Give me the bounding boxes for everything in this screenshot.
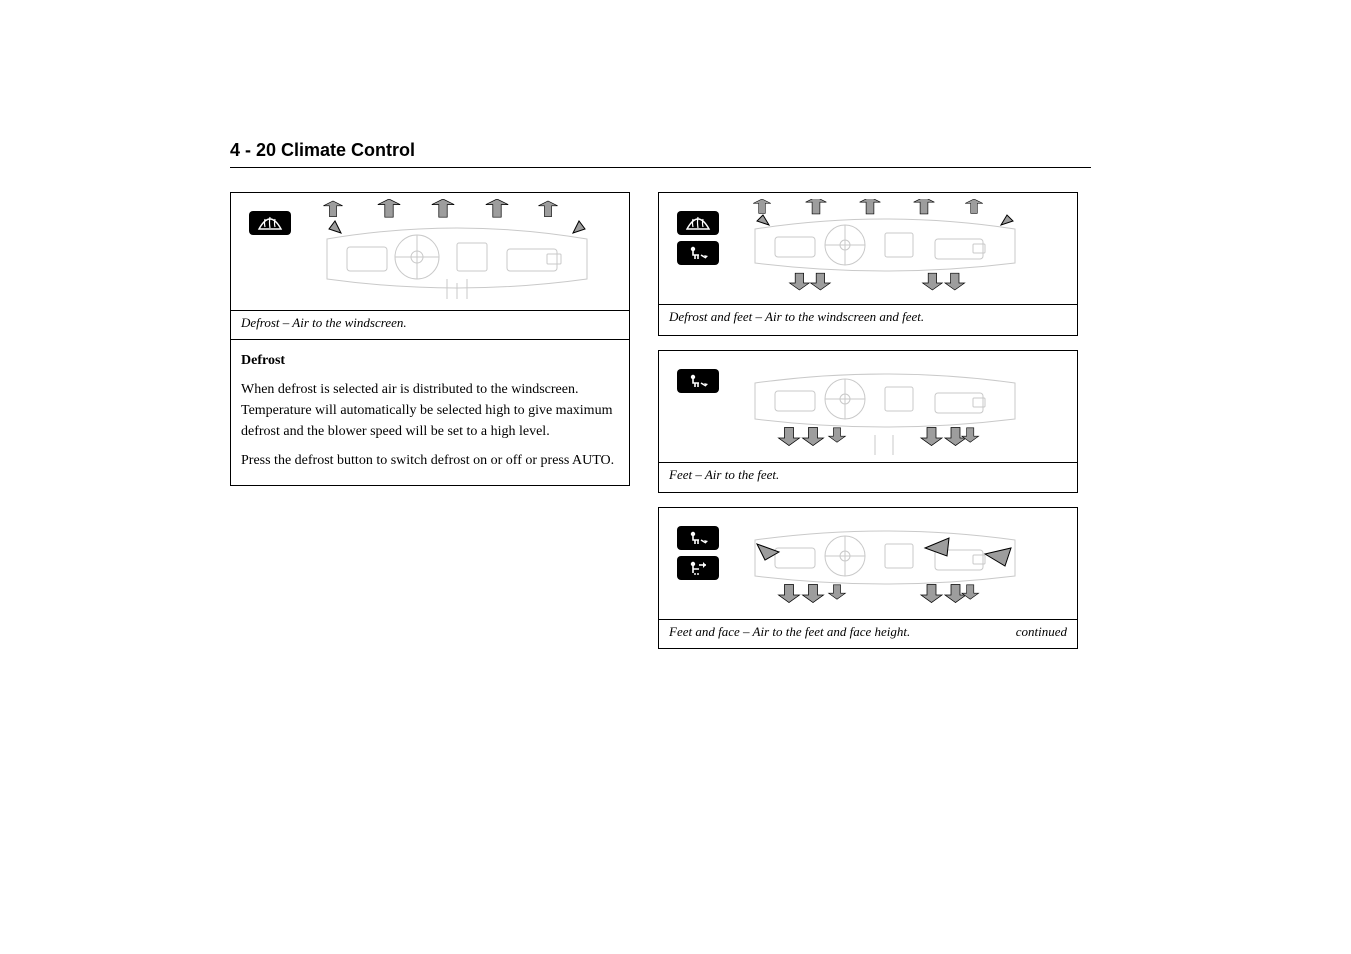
dashboard-illustration [735, 199, 1035, 303]
panel-feet-face-caption-wrap: Feet and face – Air to the feet and face… [659, 620, 1077, 648]
defrost-body-title: Defrost [241, 353, 285, 368]
panel-defrost-feet-image [659, 193, 1077, 305]
dashboard-illustration [735, 514, 1035, 618]
panel-defrost-feet-caption-wrap: Defrost and feet – Air to the windscreen… [659, 305, 1077, 335]
continued-label: continued [1016, 624, 1067, 640]
panel-feet-face-caption: Feet and face – Air to the feet and face… [669, 624, 910, 640]
defrost-body-p2: Press the defrost button to switch defro… [241, 450, 619, 471]
manual-page: 4 - 20 Climate Control [0, 0, 1351, 954]
defrost-icon [677, 211, 719, 235]
panel-feet-caption: Feet – Air to the feet. [669, 467, 779, 482]
mode-icon-group [677, 526, 719, 580]
header-title: 4 - 20 Climate Control [230, 140, 415, 160]
defrost-body-p1: When defrost is selected air is distribu… [241, 379, 619, 442]
page-header: 4 - 20 Climate Control [230, 140, 1091, 168]
panel-defrost-body: Defrost – Air to the windscreen. Defrost… [231, 311, 629, 485]
panel-defrost-feet: Defrost and feet – Air to the windscreen… [658, 192, 1078, 336]
feet-icon [677, 241, 719, 265]
mode-icon-group [677, 211, 719, 265]
panel-feet-image [659, 351, 1077, 463]
defrost-icon [249, 211, 291, 235]
panel-feet-caption-wrap: Feet – Air to the feet. [659, 463, 1077, 493]
dashboard-illustration [735, 357, 1035, 461]
two-column-layout: Defrost – Air to the windscreen. Defrost… [230, 192, 1091, 663]
right-column: Defrost and feet – Air to the windscreen… [658, 192, 1078, 663]
mode-icon-group [249, 211, 291, 235]
panel-feet-face: Feet and face – Air to the feet and face… [658, 507, 1078, 649]
dashboard-illustration [307, 199, 607, 303]
left-column: Defrost – Air to the windscreen. Defrost… [230, 192, 630, 663]
panel-defrost-feet-caption: Defrost and feet – Air to the windscreen… [669, 309, 924, 324]
panel-feet-face-image [659, 508, 1077, 620]
face-icon [677, 556, 719, 580]
mode-icon-group [677, 369, 719, 393]
feet-icon [677, 526, 719, 550]
panel-defrost-image [231, 193, 629, 311]
panel-defrost-caption: Defrost – Air to the windscreen. [241, 315, 407, 330]
feet-icon [677, 369, 719, 393]
panel-defrost: Defrost – Air to the windscreen. Defrost… [230, 192, 630, 486]
panel-feet: Feet – Air to the feet. [658, 350, 1078, 494]
